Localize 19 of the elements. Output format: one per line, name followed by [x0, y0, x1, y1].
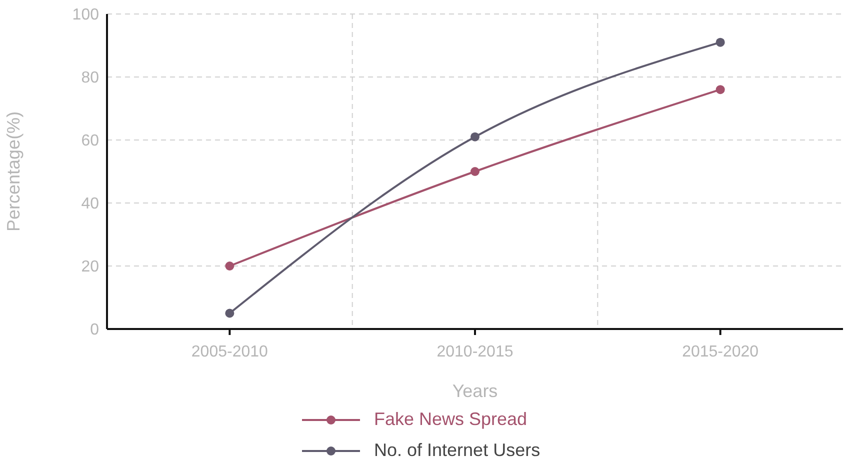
x-axis-title: Years — [452, 381, 498, 401]
x-tick-label: 2005-2010 — [191, 343, 268, 360]
y-tick-label: 60 — [81, 132, 100, 150]
y-axis-title: Percentage(%) — [3, 111, 24, 232]
y-tick-label: 80 — [81, 70, 100, 87]
legend-label: No. of Internet Users — [374, 440, 540, 461]
point — [470, 167, 480, 176]
y-tick-label: 20 — [81, 258, 100, 276]
y-tick-label: 40 — [81, 196, 100, 213]
point — [225, 308, 234, 318]
legend-label: Fake News Spread — [374, 409, 528, 430]
point — [716, 38, 725, 47]
x-tick-label: 2010-2015 — [436, 343, 514, 360]
point — [225, 262, 234, 270]
point — [716, 85, 725, 94]
point — [470, 132, 480, 142]
y-tick-label: 0 — [90, 322, 100, 339]
y-tick-label: 100 — [72, 6, 100, 24]
x-tick-label: 2015-2020 — [682, 343, 759, 360]
